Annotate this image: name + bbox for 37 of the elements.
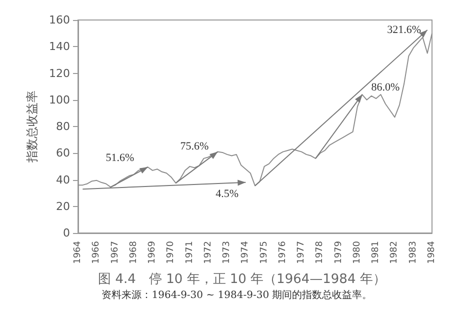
y-tick-label: 140	[49, 40, 70, 54]
x-tick-label: 1976	[278, 240, 288, 264]
x-tick-label: 1971	[184, 241, 195, 264]
x-tick-label: 1978	[315, 240, 326, 264]
x-tick-label: 1975	[259, 241, 270, 264]
x-tick-label: 1977	[296, 241, 307, 264]
text: 图 4.4 停 10 年，正 10 年（1964—1984 年）	[98, 272, 386, 287]
y-tick-label: 60	[56, 146, 70, 160]
y-tick-label: 100	[49, 93, 70, 106]
x-tick-label: 1968	[128, 240, 139, 264]
x-tick-label: 1972	[203, 241, 214, 264]
annotation: 75.6%	[180, 140, 209, 153]
x-tick-label: 1981	[371, 241, 382, 264]
x-tick-label: 1984	[427, 240, 437, 264]
y-tick-label: 160	[49, 14, 70, 26]
x-tick-label: 1967	[110, 241, 120, 264]
x-tick-label: 1970	[166, 240, 176, 264]
y-tick-label: 0	[63, 226, 70, 240]
y-tick-label: 80	[56, 120, 70, 133]
x-tick-label: 1982	[390, 241, 400, 264]
annotation: 86.0%	[371, 81, 400, 94]
x-tick-label: 1969	[148, 240, 158, 264]
annotation: 321.6%	[387, 24, 422, 36]
annotation: 4.5%	[216, 188, 239, 200]
y-tick-label: 120	[49, 66, 70, 80]
x-tick-label: 1964	[73, 240, 83, 264]
x-tick-label: 1983	[408, 241, 418, 264]
y-tick-label: 40	[56, 173, 70, 186]
x-tick-label: 1980	[352, 240, 362, 264]
x-tick-label: 1974	[240, 240, 251, 264]
annotation: 51.6%	[106, 152, 134, 164]
x-tick-label: 1966	[92, 240, 102, 264]
text: 资料来源：1964-9-30 ~ 1984-9-30 期间的指数总收益率。	[102, 289, 372, 301]
y-tick-label: 20	[56, 200, 70, 213]
y-axis-title: 指数总收益率	[25, 90, 40, 164]
x-tick-label: 1973	[222, 241, 232, 264]
x-tick-label: 1979	[334, 240, 344, 264]
